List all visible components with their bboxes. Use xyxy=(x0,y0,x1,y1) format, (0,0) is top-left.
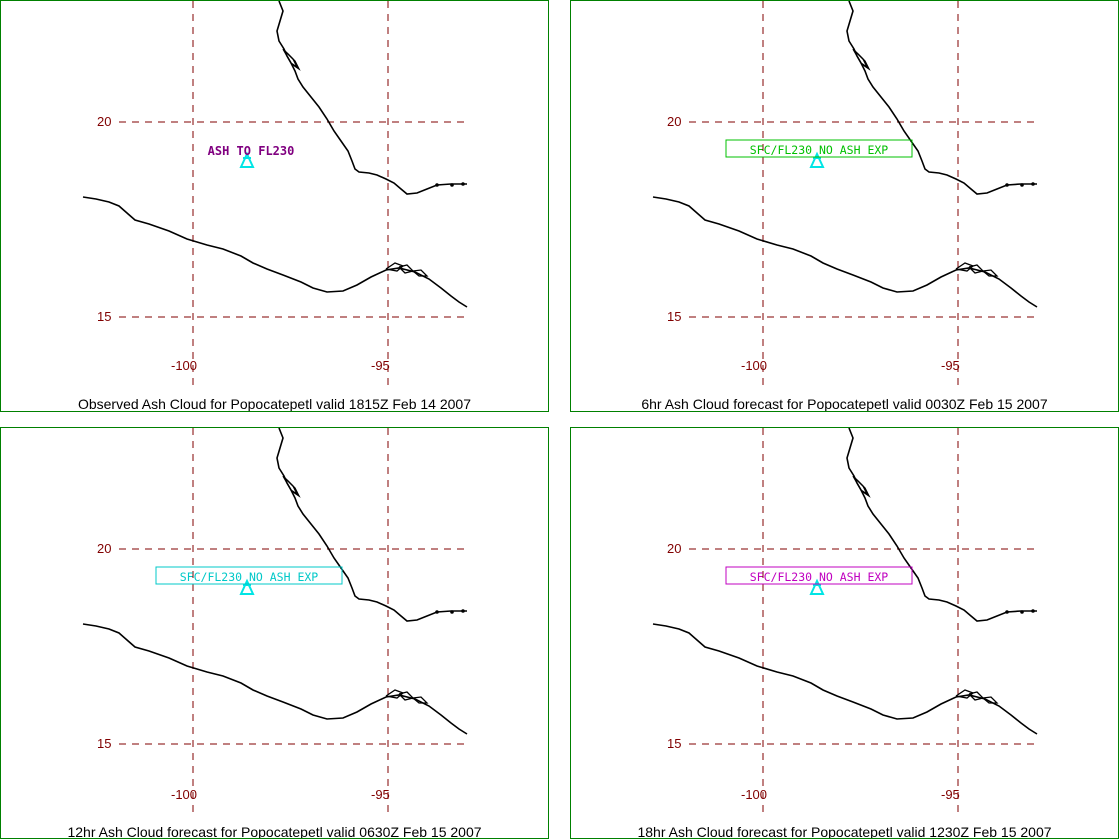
coast-dot xyxy=(450,183,454,187)
lon-tick-minus-95: -95 xyxy=(941,787,960,802)
coastal-island xyxy=(856,52,871,71)
coastal-island xyxy=(282,48,299,69)
lon-tick-minus-100: -100 xyxy=(171,358,198,373)
pacific-coastline xyxy=(652,196,1038,308)
lon-tick-minus-100: -100 xyxy=(741,358,768,373)
panel-caption: Observed Ash Cloud for Popocatepetl vali… xyxy=(77,396,472,412)
coastal-island xyxy=(852,475,869,496)
lat-tick-15: 15 xyxy=(667,309,682,324)
map-panel-12hr: SFC/FL230 NO ASH EXP 20 15 -100 -95 12hr… xyxy=(0,427,549,839)
volcano-triangle-icon xyxy=(239,578,255,595)
ash-label-group: SFC/FL230 NO ASH EXP xyxy=(155,566,343,585)
ash-label-group: SFC/FL230 NO ASH EXP xyxy=(725,566,913,585)
lat-tick-15: 15 xyxy=(97,309,112,324)
lon-tick-minus-95: -95 xyxy=(371,358,390,373)
lat-tick-15: 15 xyxy=(667,736,682,751)
coastal-island xyxy=(412,696,429,704)
map-canvas: SFC/FL230 NO ASH EXP xyxy=(652,1,1038,391)
coast-dot xyxy=(461,182,465,186)
panel-caption: 18hr Ash Cloud forecast for Popocatepetl… xyxy=(637,824,1052,839)
lat-tick-20: 20 xyxy=(667,114,682,129)
coast-dot xyxy=(435,183,439,187)
grid-lines xyxy=(119,428,467,818)
coast-dot xyxy=(461,609,465,613)
lat-tick-15: 15 xyxy=(97,736,112,751)
gulf-coastline xyxy=(846,428,1037,622)
ash-label-box xyxy=(725,139,913,158)
ash-label-text: SFC/FL230 NO ASH EXP xyxy=(750,143,889,157)
coastline xyxy=(82,428,468,735)
lon-tick-minus-95: -95 xyxy=(371,787,390,802)
coastal-island xyxy=(982,269,999,277)
ash-label-text: SFC/FL230 NO ASH EXP xyxy=(750,570,889,584)
coast-dot xyxy=(1005,183,1009,187)
gulf-coastline xyxy=(276,428,467,622)
volcano-triangle xyxy=(809,151,825,168)
coast-dot xyxy=(1020,610,1024,614)
coastal-island xyxy=(852,48,869,69)
grid-lines xyxy=(119,1,467,391)
panel-caption: 12hr Ash Cloud forecast for Popocatepetl… xyxy=(67,824,482,839)
coast-dot xyxy=(1005,610,1009,614)
map-canvas: SFC/FL230 NO ASH EXP xyxy=(652,428,1038,818)
coastal-island xyxy=(286,479,301,498)
volcano-triangle-icon xyxy=(809,578,825,595)
lon-tick-minus-100: -100 xyxy=(741,787,768,802)
coast-dot xyxy=(450,610,454,614)
volcano-triangle xyxy=(239,151,255,168)
lat-tick-20: 20 xyxy=(97,541,112,556)
grid-lines xyxy=(689,1,1037,391)
coastline xyxy=(652,1,1038,308)
volcano-triangle-icon xyxy=(809,151,825,168)
pacific-coastline xyxy=(652,623,1038,735)
map-canvas: SFC/FL230 NO ASH EXP xyxy=(82,428,468,818)
ash-label-group: ASH TO FL230 xyxy=(208,144,295,158)
lat-tick-20: 20 xyxy=(97,114,112,129)
coastline xyxy=(82,1,468,308)
coast-dot xyxy=(435,610,439,614)
coast-dot xyxy=(1031,609,1035,613)
pacific-coastline xyxy=(82,196,468,308)
grid-lines xyxy=(689,428,1037,818)
coastal-island xyxy=(856,479,871,498)
ash-label-group: SFC/FL230 NO ASH EXP xyxy=(725,139,913,158)
coastal-island xyxy=(982,696,999,704)
coast-dot xyxy=(1031,182,1035,186)
map-panel-observed: ASH TO FL230 20 15 -100 -95 Observed Ash… xyxy=(0,0,549,412)
lon-tick-minus-95: -95 xyxy=(941,358,960,373)
coastal-island xyxy=(282,475,299,496)
volcano-triangle xyxy=(809,578,825,595)
coastal-island xyxy=(412,269,429,277)
ash-label-text: ASH TO FL230 xyxy=(208,144,295,158)
pacific-coastline xyxy=(82,623,468,735)
map-canvas: ASH TO FL230 xyxy=(82,1,468,391)
map-panel-18hr: SFC/FL230 NO ASH EXP 20 15 -100 -95 18hr… xyxy=(570,427,1119,839)
lat-tick-20: 20 xyxy=(667,541,682,556)
coastline xyxy=(652,428,1038,735)
gulf-coastline xyxy=(846,1,1037,195)
volcano-triangle xyxy=(239,578,255,595)
coastal-island xyxy=(286,52,301,71)
coast-dot xyxy=(1020,183,1024,187)
ash-label-box xyxy=(155,566,343,585)
panel-caption: 6hr Ash Cloud forecast for Popocatepetl … xyxy=(641,396,1048,412)
map-panel-6hr: SFC/FL230 NO ASH EXP 20 15 -100 -95 6hr … xyxy=(570,0,1119,412)
volcano-triangle-icon xyxy=(239,151,255,168)
ash-label-text: SFC/FL230 NO ASH EXP xyxy=(180,570,319,584)
ash-label-box xyxy=(725,566,913,585)
gulf-coastline xyxy=(276,1,467,195)
lon-tick-minus-100: -100 xyxy=(171,787,198,802)
